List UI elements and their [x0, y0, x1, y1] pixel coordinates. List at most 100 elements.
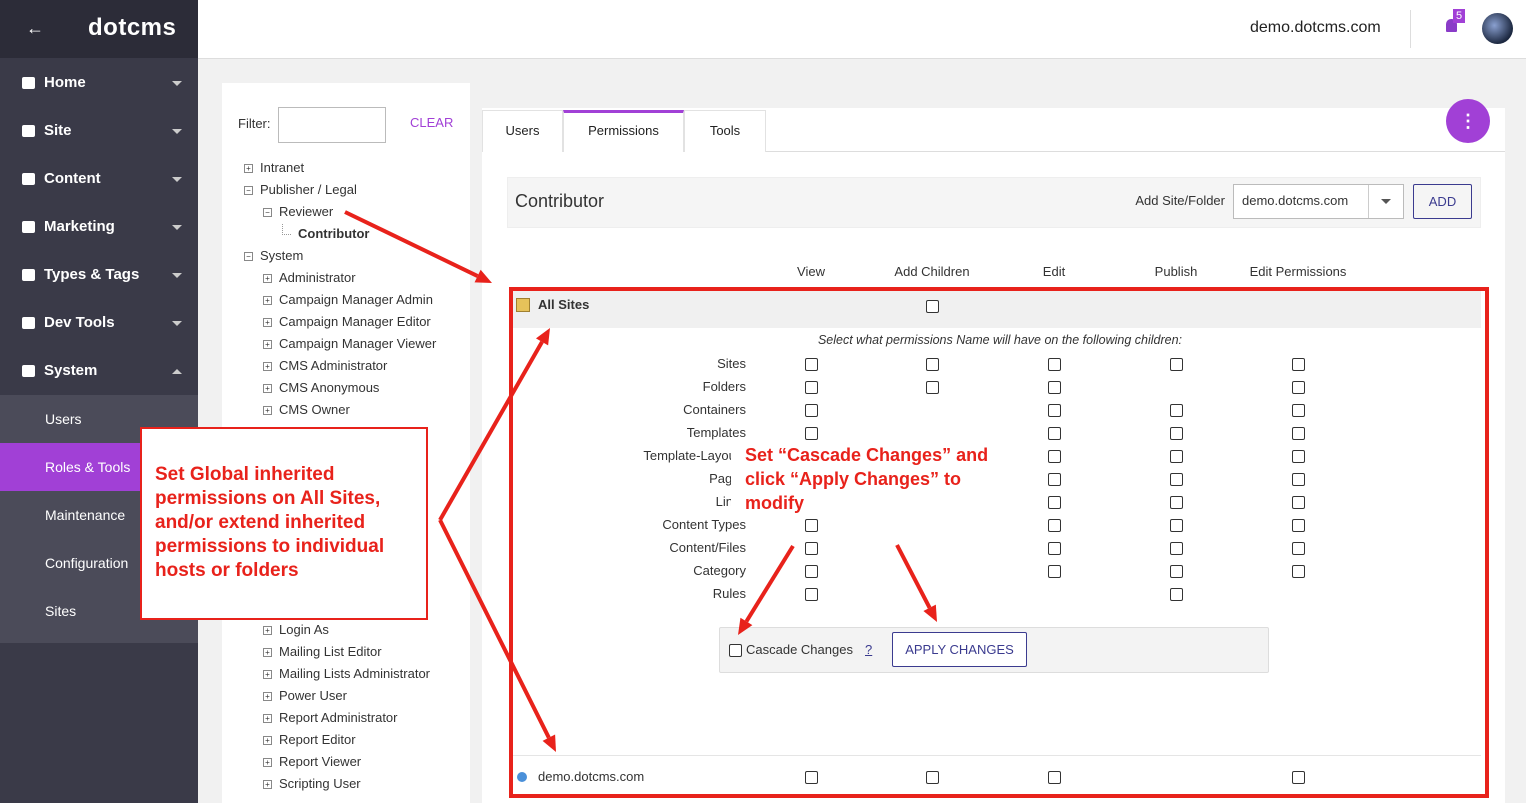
checkbox[interactable] [805, 771, 818, 784]
tab-label[interactable]: Tools [709, 123, 741, 138]
checkbox[interactable] [1170, 496, 1183, 509]
checkbox[interactable] [1292, 450, 1305, 463]
nav-item[interactable]: System [44, 362, 98, 379]
tree-item[interactable]: Report Administrator [279, 710, 398, 725]
checkbox[interactable] [1170, 358, 1183, 371]
nav-subitem[interactable]: Maintenance [45, 507, 126, 523]
checkbox[interactable] [1292, 473, 1305, 486]
checkbox[interactable] [926, 300, 939, 313]
tree-item[interactable]: Power User [279, 688, 347, 703]
add-button[interactable]: ADD [1413, 184, 1472, 219]
tab-label[interactable]: Users [505, 123, 540, 138]
checkbox[interactable] [1170, 473, 1183, 486]
tab-label[interactable]: Permissions [588, 123, 659, 138]
tree-toggle[interactable]: + [263, 384, 272, 393]
site-name[interactable]: demo.dotcms.com [1250, 19, 1381, 36]
tree-item[interactable]: System [260, 248, 304, 263]
checkbox[interactable] [805, 358, 818, 371]
tree-toggle[interactable]: − [244, 252, 253, 261]
host-label[interactable]: demo.dotcms.com [538, 769, 645, 784]
checkbox[interactable] [805, 404, 818, 417]
checkbox[interactable] [1048, 496, 1061, 509]
site-select[interactable] [1233, 184, 1404, 219]
checkbox[interactable] [926, 771, 939, 784]
tree-item[interactable]: CMS Administrator [279, 358, 388, 373]
checkbox[interactable] [926, 381, 939, 394]
tab[interactable] [563, 110, 684, 152]
tree-toggle[interactable]: + [263, 274, 272, 283]
tree-item[interactable]: Login As [279, 622, 329, 637]
checkbox[interactable] [1048, 542, 1061, 555]
checkbox[interactable] [926, 358, 939, 371]
checkbox[interactable] [1048, 771, 1061, 784]
filter-input[interactable] [278, 107, 386, 143]
tree-item[interactable]: Report Editor [279, 732, 356, 747]
nav-subitem[interactable]: Users [45, 411, 82, 427]
nav-item[interactable]: Types & Tags [44, 266, 140, 283]
checkbox[interactable] [1292, 771, 1305, 784]
tree-toggle[interactable]: − [244, 186, 253, 195]
clear-button[interactable]: CLEAR [410, 115, 454, 130]
checkbox[interactable] [805, 519, 818, 532]
bell[interactable] [1446, 19, 1457, 32]
checkbox[interactable] [1048, 450, 1061, 463]
checkbox[interactable] [1170, 542, 1183, 555]
checkbox[interactable] [1170, 565, 1183, 578]
tree-toggle[interactable]: + [263, 780, 272, 789]
tab[interactable] [482, 110, 563, 152]
checkbox[interactable] [1048, 404, 1061, 417]
checkbox[interactable] [805, 588, 818, 601]
apply-button[interactable]: APPLY CHANGES [892, 632, 1027, 667]
checkbox[interactable] [1170, 450, 1183, 463]
tree-item[interactable]: Mailing List Editor [279, 644, 382, 659]
tree-toggle[interactable]: + [263, 670, 272, 679]
checkbox[interactable] [1048, 427, 1061, 440]
nav-item[interactable]: Content [44, 170, 101, 187]
nav-item[interactable]: Home [44, 74, 86, 91]
tree-item[interactable]: Campaign Manager Admin [279, 292, 433, 307]
tree-item[interactable]: Report Viewer [279, 754, 362, 769]
tree-toggle[interactable]: + [263, 362, 272, 371]
nav-subitem[interactable]: Roles & Tools [45, 459, 131, 475]
checkbox[interactable] [1048, 381, 1061, 394]
checkbox[interactable] [1048, 565, 1061, 578]
tree-toggle[interactable]: + [263, 714, 272, 723]
checkbox[interactable] [1292, 358, 1305, 371]
menu-button[interactable]: ⋮ [1446, 99, 1490, 143]
tree-toggle[interactable]: + [263, 406, 272, 415]
tree-item[interactable]: Campaign Manager Viewer [279, 336, 437, 351]
tree-toggle[interactable]: − [263, 208, 272, 217]
checkbox[interactable] [1170, 404, 1183, 417]
checkbox[interactable] [1292, 565, 1305, 578]
checkbox[interactable] [1292, 496, 1305, 509]
nav-item[interactable]: Marketing [44, 218, 115, 235]
site-select-value[interactable]: demo.dotcms.com [1242, 193, 1349, 208]
tree-item[interactable]: Administrator [279, 270, 356, 285]
checkbox[interactable] [805, 565, 818, 578]
checkbox[interactable] [1048, 358, 1061, 371]
checkbox[interactable] [1292, 404, 1305, 417]
tree-item[interactable]: Publisher / Legal [260, 182, 357, 197]
checkbox[interactable] [1048, 473, 1061, 486]
tree-toggle[interactable]: + [263, 648, 272, 657]
all-sites-label[interactable]: All Sites [538, 297, 590, 312]
checkbox[interactable] [805, 381, 818, 394]
checkbox[interactable] [1292, 519, 1305, 532]
tab[interactable] [684, 110, 766, 152]
tree-toggle[interactable]: + [263, 318, 272, 327]
tree-item[interactable]: Reviewer [279, 204, 334, 219]
checkbox[interactable] [1292, 542, 1305, 555]
tree-toggle[interactable]: + [263, 692, 272, 701]
checkbox[interactable] [805, 542, 818, 555]
tree-item[interactable]: CMS Owner [279, 402, 350, 417]
tree-item[interactable]: Campaign Manager Editor [279, 314, 431, 329]
checkbox[interactable] [1292, 427, 1305, 440]
checkbox[interactable] [1292, 381, 1305, 394]
nav-subitem[interactable]: Sites [45, 603, 77, 619]
tree-toggle[interactable]: + [244, 164, 253, 173]
tree-item[interactable]: Intranet [260, 160, 305, 175]
tree-item[interactable]: Contributor [298, 226, 370, 241]
checkbox[interactable] [805, 427, 818, 440]
back-arrow[interactable]: ← [26, 18, 44, 38]
tree-toggle[interactable]: + [263, 296, 272, 305]
